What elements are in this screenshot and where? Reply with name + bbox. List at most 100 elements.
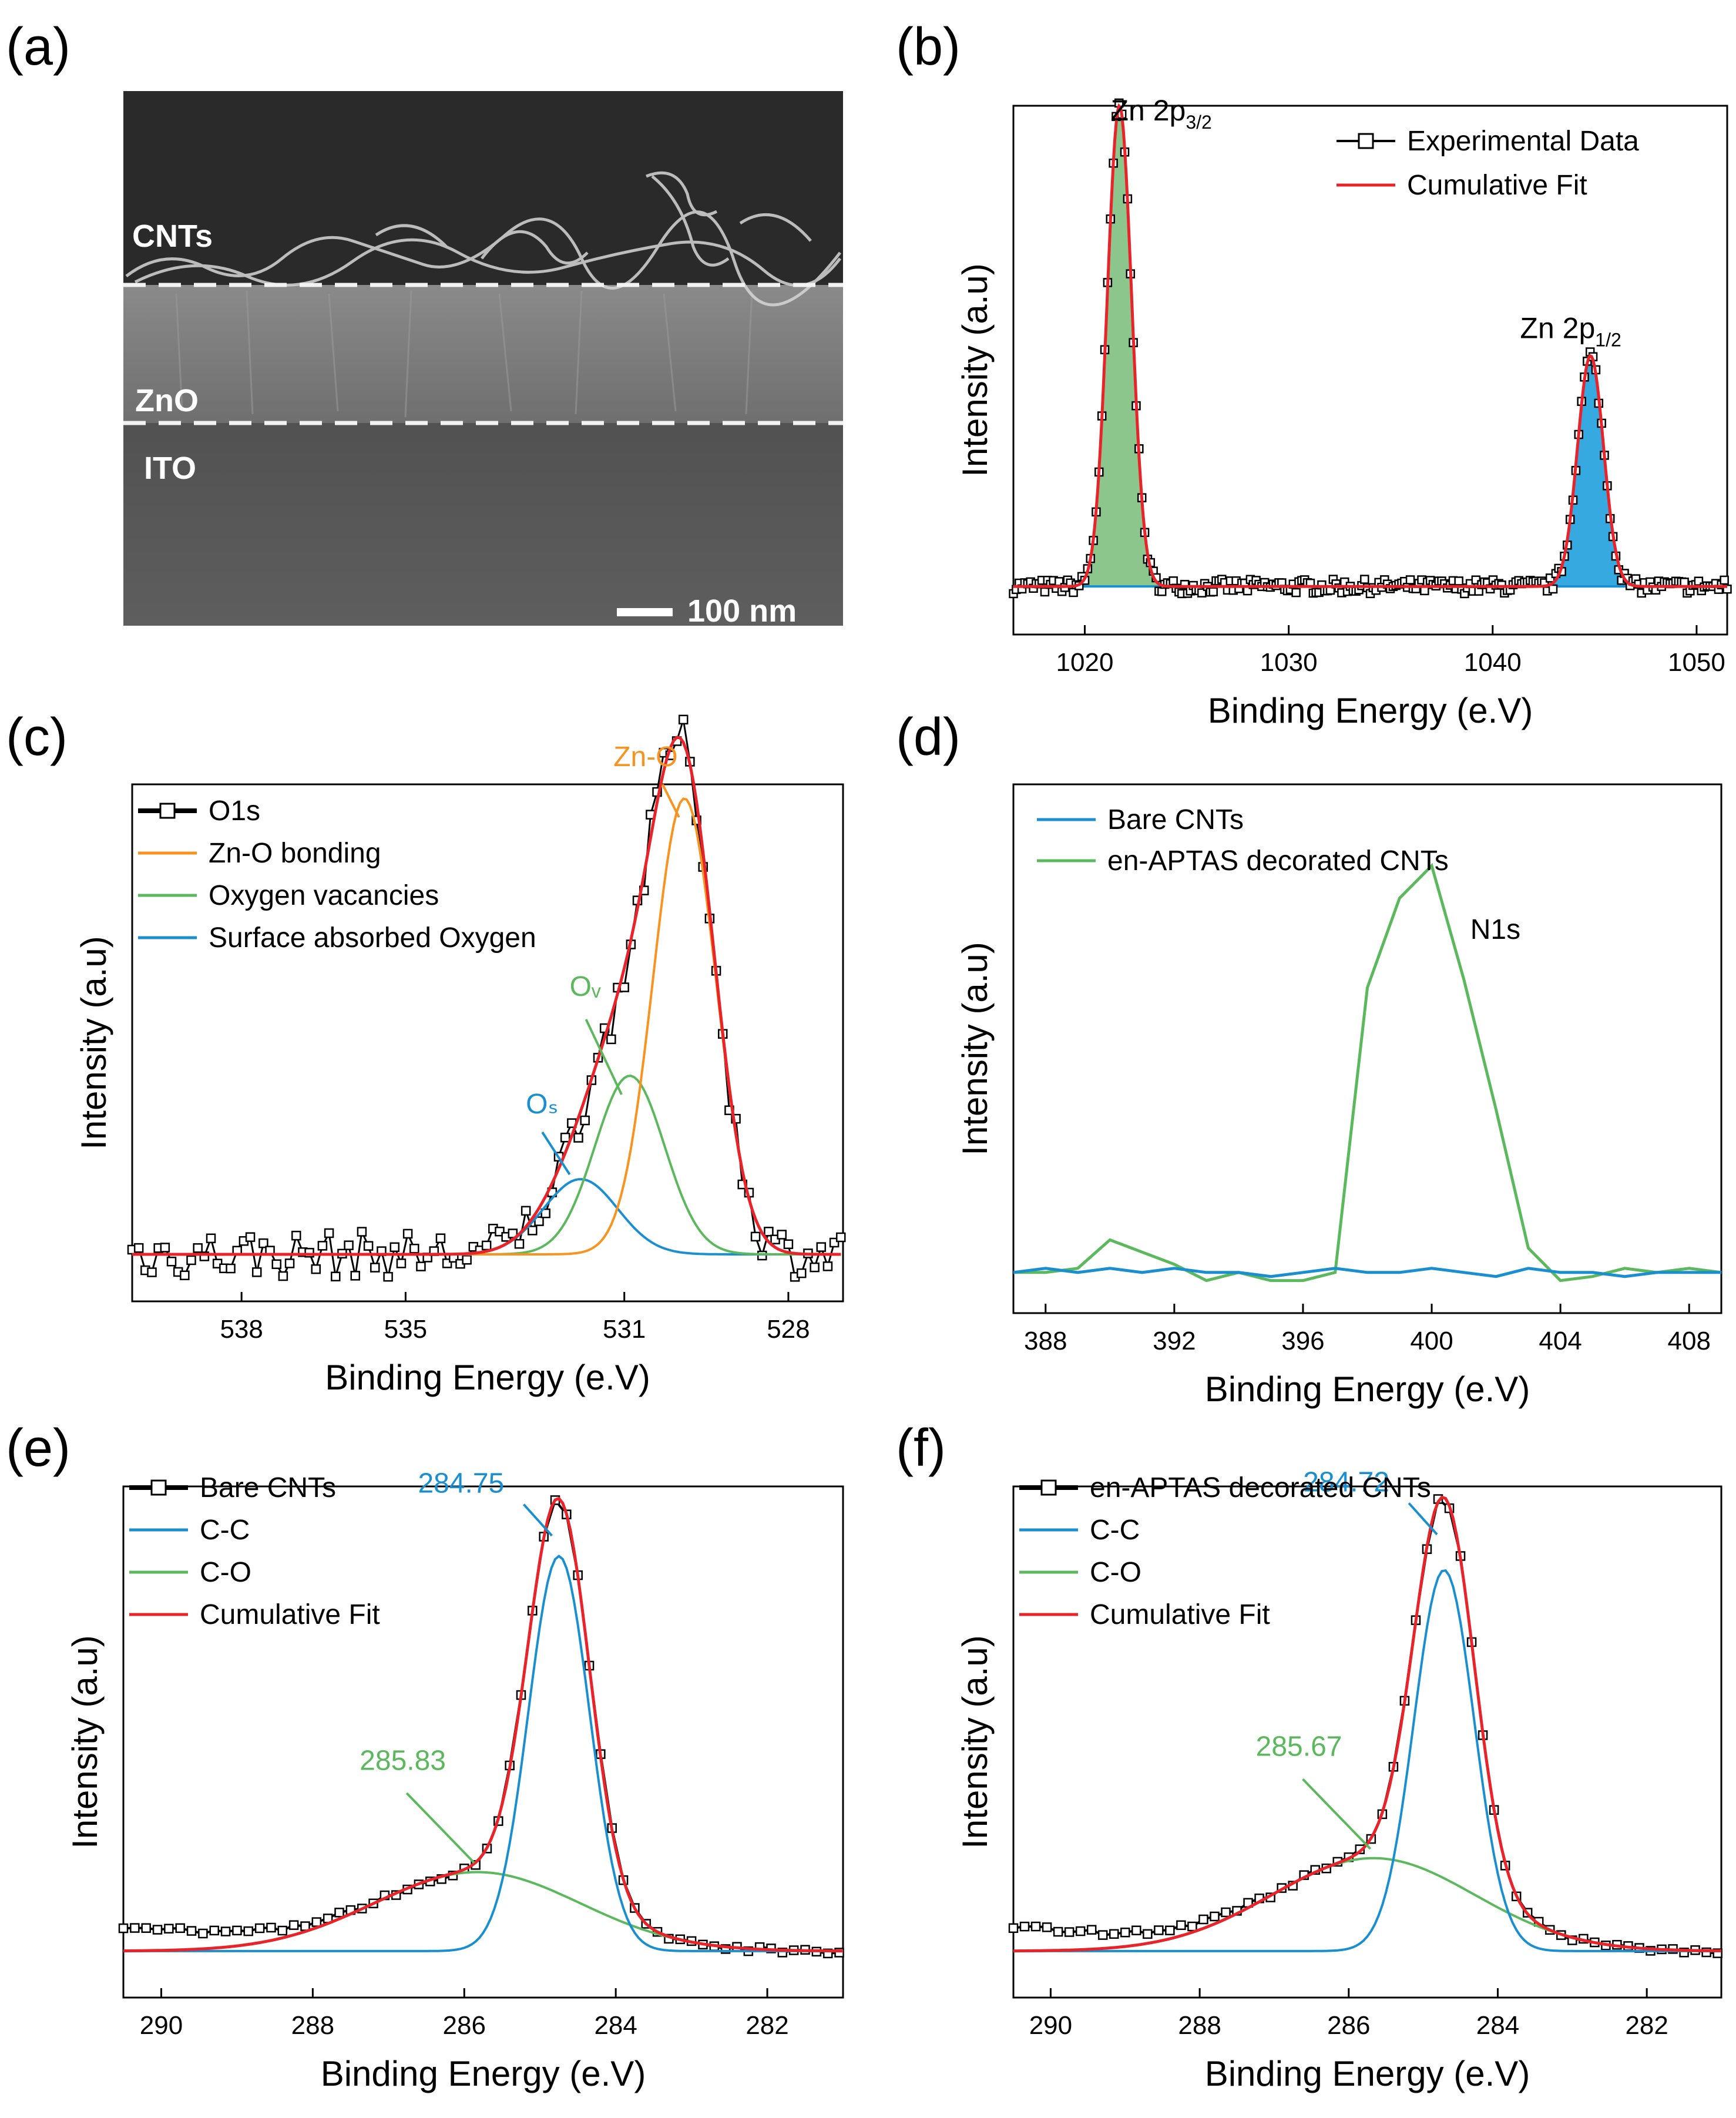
arrow-c-c-e: [522, 1503, 553, 1537]
experimental-point-c: [396, 1258, 407, 1268]
experimental-point-e: [254, 1923, 265, 1934]
experimental-point-c: [291, 1230, 301, 1241]
experimental-point-f: [1176, 1920, 1186, 1931]
c-c-line-f: [1013, 1569, 1721, 1952]
experimental-point-f: [1064, 1927, 1074, 1937]
experimental-point-f: [1210, 1911, 1220, 1922]
experimental-point-c: [147, 1267, 157, 1277]
chart-f: 290 288 286 284 282 Binding Energy (e.V) Inten…: [955, 1466, 1722, 2093]
panel-letter-e: (e): [6, 1419, 70, 1478]
plot-frame-c: [131, 783, 844, 1303]
experimental-point-c: [797, 1268, 807, 1278]
panel-letter-a: (a): [6, 18, 70, 76]
experimental-point-e: [141, 1923, 151, 1933]
legend-os-label: Surface absorbed Oxygen: [209, 922, 536, 954]
arrow-ov: [585, 1019, 623, 1095]
panel-letter-c: (c): [6, 708, 68, 767]
experimental-point-e: [334, 1908, 344, 1918]
experimental-point-c: [560, 1132, 570, 1143]
annotation-c-o-e: 285.83: [360, 1745, 446, 1776]
x-tick-label-e: 286: [443, 2011, 486, 2040]
experimental-point-c: [251, 1267, 262, 1277]
experimental-point-c: [816, 1242, 827, 1252]
x-axis-label-d: Binding Energy (e.V): [1205, 1370, 1530, 1409]
experimental-point-e: [209, 1925, 219, 1936]
experimental-point-f: [1165, 1925, 1175, 1935]
legend-ov-label: Oxygen vacancies: [209, 880, 439, 911]
plot-frame-f: [1012, 1485, 1722, 1999]
experimental-point-c: [481, 1240, 492, 1251]
experimental-point-c: [528, 1226, 538, 1236]
experimental-point-c: [278, 1271, 288, 1281]
experimental-point-e: [266, 1922, 276, 1933]
experimental-point-c: [160, 1243, 170, 1253]
sem-label-zno: ZnO: [135, 383, 199, 418]
series-line-en-aptas: [1013, 862, 1722, 1283]
x-tick-label-f: 290: [1029, 2011, 1072, 2040]
legend-experimental-b-marker: [1358, 133, 1374, 149]
peak-label-sub-zn2p12: 1/2: [1595, 329, 1621, 350]
chart-b: 1020 1030 1040 1050 Binding Energy (e.V) Inte…: [955, 94, 1732, 730]
x-tick-label-b: 1050: [1668, 648, 1725, 677]
experimental-point-e: [164, 1924, 174, 1934]
experimental-point-c: [389, 1242, 400, 1253]
legend-c-c-e-label: C-C: [200, 1515, 250, 1546]
experimental-point-c: [810, 1262, 820, 1273]
experimental-point-f: [1120, 1927, 1130, 1938]
chart-d: 388 392 396 400 404 408 Binding Energy (e.V) In…: [955, 783, 1722, 1409]
annotation-c-c-e: 284.75: [418, 1468, 504, 1499]
legend-experimental-b-label: Experimental Data: [1407, 126, 1639, 157]
y-axis-label-b: Intensity (a.u): [955, 263, 995, 477]
experimental-point-b: [1405, 575, 1415, 585]
sem-image: CNTs ZnO ITO 100 nm: [123, 91, 843, 629]
experimental-point-c: [409, 1243, 419, 1254]
experimental-point-c: [193, 1243, 203, 1253]
plot-frame-e: [122, 1485, 844, 1999]
annotation-c-c-f: 284.72: [1303, 1466, 1389, 1498]
x-tick-label-b: 1040: [1464, 648, 1522, 677]
experimental-point-e: [277, 1925, 288, 1936]
experimental-point-c: [836, 1232, 846, 1243]
legend-fit-f-label: Cumulative Fit: [1090, 1599, 1270, 1630]
c-c-line-e: [123, 1555, 843, 1952]
experimental-point-f: [1109, 1929, 1119, 1939]
x-tick-label-e: 282: [746, 2011, 788, 2040]
x-tick-label-d: 408: [1668, 1327, 1711, 1355]
legend-o1s-marker: [159, 803, 176, 819]
experimental-point-f: [1143, 1929, 1153, 1939]
experimental-point-c: [344, 1240, 354, 1250]
legend-bare-d-label: Bare CNTs: [1107, 804, 1244, 835]
annotation-ov: Oᵥ: [570, 971, 601, 1002]
panel-letter-b: (b): [896, 18, 961, 76]
experimental-point-c: [777, 1230, 787, 1240]
experimental-point-c: [370, 1263, 380, 1273]
experimental-point-c: [783, 1239, 794, 1249]
experimental-point-c: [757, 1250, 767, 1261]
oxygen-vacancies-line: [132, 1075, 841, 1256]
x-axis-label-e: Binding Energy (e.V): [321, 2054, 646, 2093]
experimental-point-f: [1086, 1925, 1097, 1935]
experimental-point-c: [324, 1228, 334, 1238]
experimental-point-c: [357, 1227, 367, 1237]
x-tick-label-d: 396: [1281, 1327, 1324, 1355]
experimental-point-c: [514, 1238, 525, 1249]
x-tick-label-c: 528: [767, 1315, 810, 1344]
experimental-point-c: [133, 1243, 144, 1253]
experimental-point-c: [311, 1264, 321, 1274]
experimental-point-f: [1053, 1926, 1063, 1937]
peak-label-zn2p32: Zn 2p3/2: [1111, 94, 1212, 133]
experimental-point-c: [383, 1271, 393, 1282]
experimental-point-e: [175, 1923, 185, 1934]
x-tick-label-c: 535: [384, 1315, 427, 1344]
experimental-point-f: [1042, 1922, 1052, 1932]
experimental-point-c: [462, 1255, 472, 1265]
experimental-point-f: [1075, 1926, 1086, 1936]
experimental-point-c: [402, 1228, 413, 1239]
scale-bar-label: 100 nm: [687, 593, 797, 629]
experimental-point-e: [118, 1923, 129, 1934]
legend-exp-f-marker: [1040, 1479, 1057, 1496]
experimental-point-b: [1360, 575, 1369, 584]
experimental-point-c: [678, 714, 689, 725]
x-axis-label-f: Binding Energy (e.V): [1205, 2054, 1530, 2093]
experimental-point-c: [764, 1227, 774, 1237]
